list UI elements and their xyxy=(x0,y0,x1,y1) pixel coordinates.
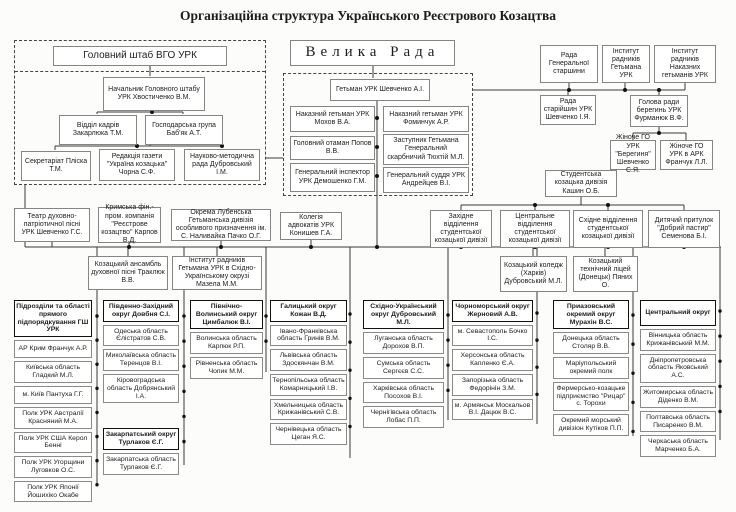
velyka-rada-box: Велика Рада xyxy=(290,40,455,66)
column-8-item-2: Дніпропетровська область Яковський А.С. xyxy=(640,353,716,384)
headquarters-header: Головний штаб ВГО УРК xyxy=(53,46,227,66)
district-column-galician: Галицький округ Кожан В.Д. Івано-Франків… xyxy=(270,300,347,445)
hq-chief-box: Начальник Головного штабу УРК Хвостиченк… xyxy=(103,77,205,111)
column-3-header: Північно-Волинський округ Цимбалюк В.І. xyxy=(190,300,263,330)
hq-personnel-box: Відділ кадрів Закарлюка Т.М. xyxy=(59,115,137,145)
crimea-company-box: Кримська фін.-пром. компанія "Реєстрове … xyxy=(98,204,161,244)
column-2-item-5: Закарпатська область Турлаков Є.Г. xyxy=(103,452,179,475)
column-6-item-4: м. Армянськ Москальов В.І. Дацюк В.С. xyxy=(452,398,533,421)
column-8-item-4: Полтавська область Писаренко В.М. xyxy=(640,410,716,433)
headquarters-group: Головний штаб ВГО УРК Начальник Головног… xyxy=(14,40,266,185)
column-5-item-3: Харківська область Посохов В.І. xyxy=(363,381,444,404)
hetman-box: Гетьман УРК Шевченко А.І. xyxy=(330,79,430,101)
column-4-item-1: Івано-Франківська область Гринів В.М. xyxy=(270,324,347,347)
headquarters-header-strip xyxy=(15,41,265,72)
column-8-header: Центральний округ xyxy=(640,300,716,326)
district-column-eastukraine: Східно-Український округ Дубровський М.Л… xyxy=(363,300,444,428)
hq-science-box: Науково-методична рада Дубровський І.М. xyxy=(184,149,260,181)
column-5-item-4: Чернігівська область Лобас П.П. xyxy=(363,406,444,428)
column-8-item-1: Вінницька область Крижанівський М.М. xyxy=(640,329,716,351)
district-column-southwest: Південно-Західний округ Довбня С.І. Одес… xyxy=(103,300,179,475)
district-column-central: Центральний округ Вінницька область Криж… xyxy=(640,300,716,457)
general-starshyna-council-box: Рада Генеральної старшини xyxy=(540,45,598,83)
column-7-header: Приазовський окремий округ Мурахін В.С. xyxy=(553,300,629,330)
theatre-box: Театр духовно-патріотичної пісні УРК Шев… xyxy=(14,208,90,242)
column-1-item-7: Полк УРК Японії Йошихіко Окабе xyxy=(14,480,92,503)
elders-council-box: Рада старійшин УРК Шевченко І.Я. xyxy=(540,95,596,125)
east-advisors-institute-box: Інститут радників Гетьмана УРК в Східно-… xyxy=(172,256,262,290)
chief-otaman-box: Головний отаман Попов В.В. xyxy=(290,136,375,160)
district-column-blacksea: Чорноморський округ Жерновий А.В. м. Сев… xyxy=(452,300,533,421)
column-2-header: Південно-Західний округ Довбня С.І. xyxy=(103,300,179,322)
column-7-item-3: Фермерсько-козацьке підприємство "Рицар"… xyxy=(553,381,629,412)
column-6-item-1: м. Севастополь Бочко І.С. xyxy=(452,324,533,347)
general-judge-box: Генеральний суддя УРК Андрейцев В.І. xyxy=(383,167,469,193)
column-6-header: Чорноморський округ Жерновий А.В. xyxy=(452,300,533,322)
student-central-branch-box: Центральне відділення студентської козац… xyxy=(500,210,570,248)
hq-household-box: Господарська група Баб'як А.Т. xyxy=(145,115,223,145)
children-shelter-box: Дитячий притулок "Добрий пастир" Семенов… xyxy=(648,210,720,248)
column-1-item-4: Полк УРК Австралії Красняний М.А. xyxy=(14,406,92,429)
student-west-branch-box: Західне відділення студентської козацько… xyxy=(430,210,492,248)
column-1-item-1: АР Крим Франчук А.Р. xyxy=(14,340,92,359)
column-1-item-6: Полк УРК Угорщини Луговков О.С. xyxy=(14,456,92,478)
column-1-item-5: Полк УРК США Керол Бенні xyxy=(14,431,92,454)
column-2-item-3: Кіровоградська область Добрянський І.А. xyxy=(103,373,179,404)
column-4-header: Галицький округ Кожан В.Д. xyxy=(270,300,347,322)
general-inspector-box: Генеральний інспектор УРК Демошенко Г.М. xyxy=(290,163,375,192)
hq-newspaper-box: Редакція газети "Україна козацька" Чорна… xyxy=(99,149,175,181)
hetman-advisors-institute-box: Інститут радників Гетьмана УРК xyxy=(602,45,650,83)
column-1-item-2: Київська область Гладкий М.Л. xyxy=(14,361,92,383)
column-6-item-3: Запорізька область Федорінін З.М. xyxy=(452,373,533,396)
column-1-item-3: м. Київ Пантуха Г.Г. xyxy=(14,385,92,404)
page-title: Організаційна структура Українського Реє… xyxy=(179,8,557,23)
student-east-branch-box: Східне відділення студентської козацької… xyxy=(573,210,643,248)
column-3-item-1: Волинська область Карпюк Р.П. xyxy=(190,332,263,355)
district-column-direct: Підрозділи та області прямого підпорядку… xyxy=(14,300,92,503)
column-4-item-4: Хмельницька область Крижанівський С.В. xyxy=(270,398,347,421)
deputy-treasurer-box: Заступник Гетьмана Генеральний скарбничи… xyxy=(383,134,469,165)
column-2-item-1: Одеська область Єлістратов С.В. xyxy=(103,324,179,347)
column-2-item-2: Миколаївська область Теренцов В.І. xyxy=(103,349,179,371)
district-column-northvolyn: Північно-Волинський округ Цимбалюк В.І. … xyxy=(190,300,263,379)
column-7-item-1: Донецька область Столяр В.В. xyxy=(553,332,629,355)
column-8-item-5: Черкаська область Марченко Б.А. xyxy=(640,435,716,457)
lubny-division-box: Окрема Лубенська Гетьманська дивізія осо… xyxy=(171,209,271,241)
column-8-item-3: Житомирська область Діденко В.М. xyxy=(640,386,716,408)
berehynia-council-head-box: Голова ради берегинь УРК Фурманюк В.Ф. xyxy=(630,95,688,127)
appointed-hetman-1-box: Наказний гетьман УРК Мохов В.А. xyxy=(290,106,375,132)
women-org-berehynia-box: Жіноче ГО УРК "Берегиня" Шевченко С.Я. xyxy=(610,134,656,174)
column-1-header: Підрозділи та області прямого підпорядку… xyxy=(14,300,92,338)
cossack-lyceum-box: Козацький технічний ліцей (Донецьк) Пяни… xyxy=(573,256,638,292)
hetman-group: Гетьман УРК Шевченко А.І. Наказний гетьм… xyxy=(283,73,473,196)
column-4-item-3: Тернопільська область Комарницький І.В. xyxy=(270,373,347,396)
hq-secretariat-box: Секретаріат Пліска Т.М. xyxy=(21,151,91,181)
appointed-hetman-2-box: Наказний гетьман УРК Фоминчук А.Р. xyxy=(383,106,469,132)
advocates-collegium-box: Колегія адвокатів УРК Конишев Г.А. xyxy=(280,212,342,240)
column-2-item-4: Закарпатський округ Турлаков Є.Г. xyxy=(103,428,179,450)
column-4-item-2: Львівська область Здоскянчан В.М. xyxy=(270,349,347,371)
column-4-item-5: Чернівецька область Цеган Я.С. xyxy=(270,423,347,445)
column-7-item-4: Окремий морський дивізіон Кутіков П.П. xyxy=(553,414,629,436)
column-6-item-2: Херсонська область Капленко Є.А. xyxy=(452,349,533,371)
appointed-hetman-advisors-box: Інститут радників Наказних гетьманів УРК xyxy=(654,45,716,83)
women-org-ark-box: Жіноче ГО УРК в АРК Франчук Л.Л. xyxy=(660,140,713,170)
student-division-box: Студентська козацька дивізія Кашин О.Б. xyxy=(545,170,617,197)
column-7-item-2: Маріупольський окремий полк xyxy=(553,357,629,379)
column-5-header: Східно-Український округ Дубровський М.Л… xyxy=(363,300,444,330)
cossack-college-box: Козацький коледж (Харків) Дубровський М.… xyxy=(500,256,567,292)
column-5-item-2: Сумська область Сергєєв С.С. xyxy=(363,357,444,379)
district-column-pryazov: Приазовський окремий округ Мурахін В.С. … xyxy=(553,300,629,436)
column-3-item-2: Рівненська область Чопик М.М. xyxy=(190,357,263,379)
spiritual-ensemble-box: Козацький ансамбль духовної пісні Траклю… xyxy=(88,256,168,290)
column-5-item-1: Луганська область Дорохов В.П. xyxy=(363,332,444,355)
